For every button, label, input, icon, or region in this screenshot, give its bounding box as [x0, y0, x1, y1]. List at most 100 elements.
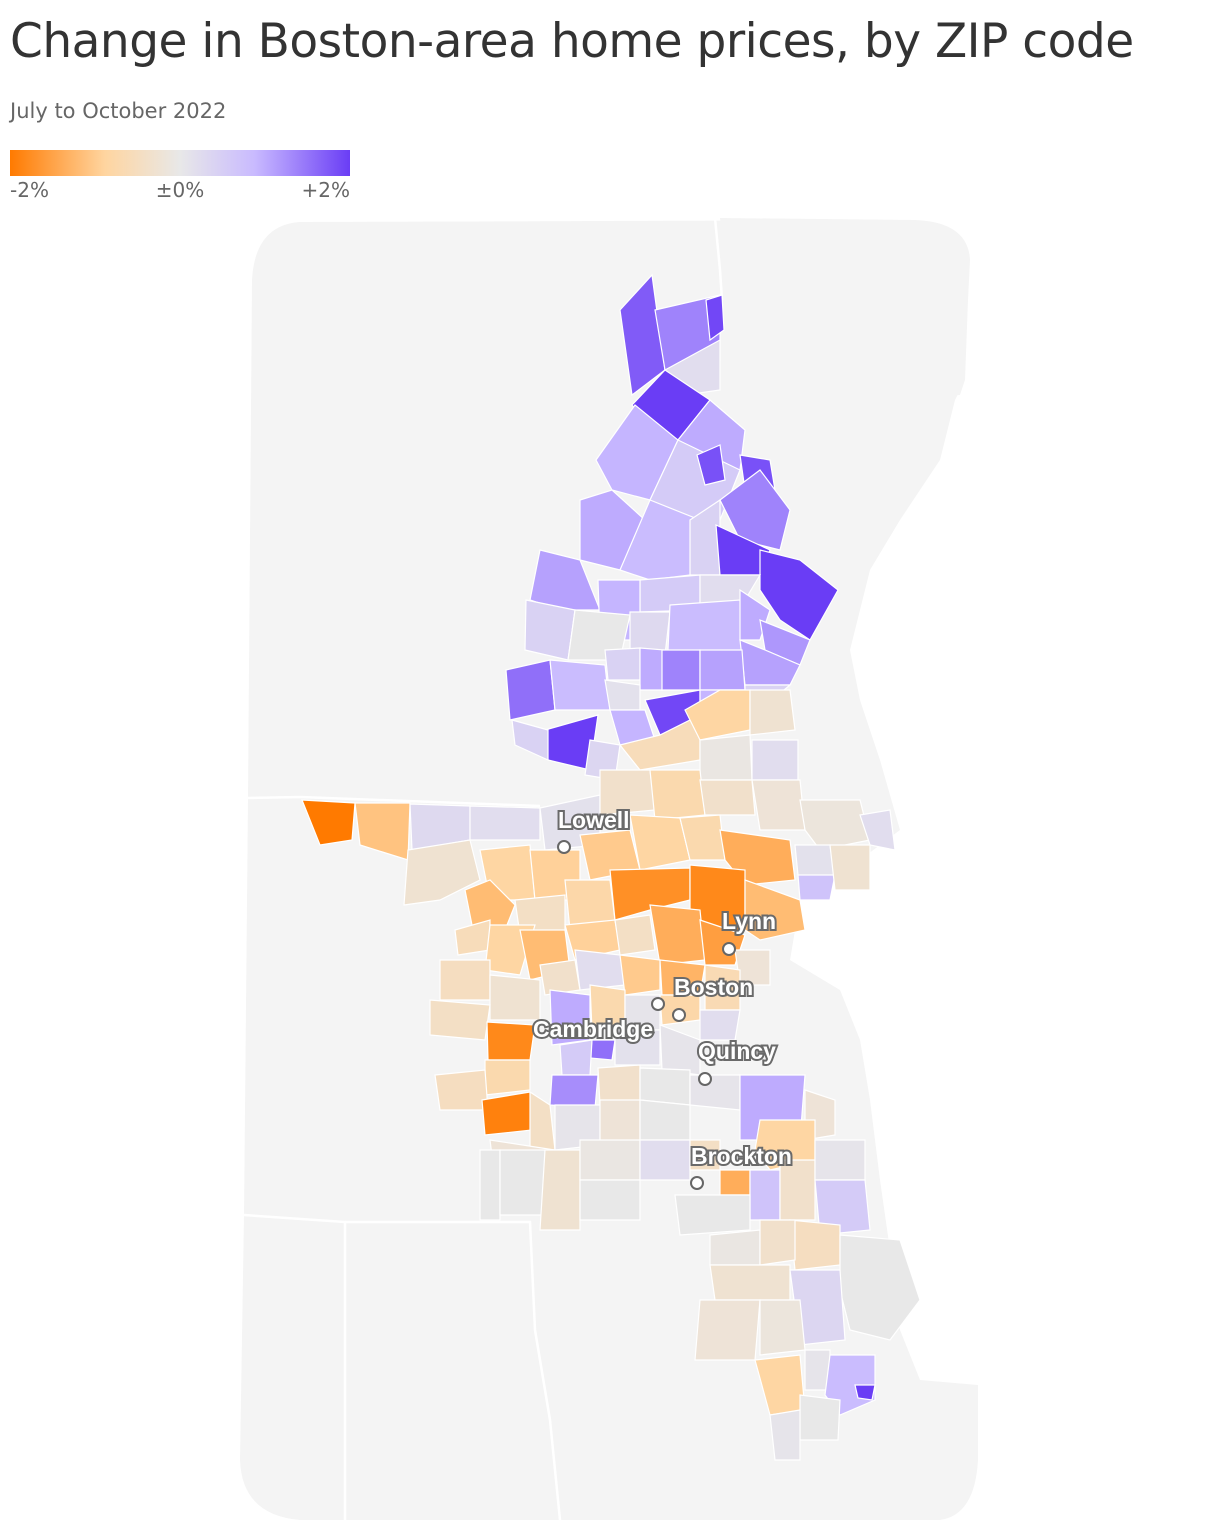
- zip-region: [749, 1169, 781, 1221]
- zip-region: [814, 1139, 866, 1181]
- zip-region: [854, 1384, 876, 1401]
- zip-region: [696, 444, 726, 486]
- zip-region: [759, 1219, 796, 1266]
- zip-region: [859, 809, 896, 851]
- city-markers: Lowell Lynn Boston Cambridge Quincy Broc…: [531, 805, 794, 1190]
- zip-region: [649, 769, 706, 821]
- zip-region: [751, 739, 799, 781]
- zip-regions: [301, 273, 921, 1461]
- zip-region: [699, 1009, 741, 1041]
- zip-region: [559, 1039, 593, 1076]
- zip-region: [549, 659, 611, 711]
- zip-region: [524, 599, 576, 661]
- state-border-line: [713, 217, 724, 301]
- zip-region: [479, 1149, 501, 1221]
- zip-region: [599, 1099, 641, 1146]
- zip-region: [511, 719, 549, 761]
- zip-region: [469, 805, 541, 841]
- zip-region: [403, 839, 481, 906]
- zip-region: [639, 1139, 691, 1181]
- zip-region: [705, 294, 725, 342]
- zip-region: [749, 689, 796, 736]
- city-label: Boston: [674, 974, 753, 1000]
- city-label: Brockton: [691, 1143, 792, 1169]
- zip-region: [719, 1169, 751, 1196]
- zip-region: [539, 959, 581, 996]
- city-dot: [698, 1072, 712, 1086]
- zip-region: [614, 914, 656, 956]
- city-brockton: Brockton: [689, 1141, 794, 1190]
- zip-region: [579, 1139, 641, 1181]
- legend-tick-zero: ±0%: [155, 178, 205, 202]
- zip-region: [597, 1064, 641, 1106]
- zip-region: [639, 1067, 691, 1106]
- zip-region: [759, 1299, 806, 1356]
- legend-gradient-bar: [10, 150, 350, 176]
- legend-tick-neg: -2%: [10, 178, 49, 202]
- city-lynn: Lynn: [720, 906, 778, 956]
- city-boston: Boston: [651, 972, 755, 1022]
- zip-region: [789, 1219, 841, 1271]
- zip-region: [814, 1179, 871, 1236]
- zip-region: [579, 1179, 641, 1221]
- zip-region: [839, 1234, 921, 1341]
- city-dot: [690, 1176, 704, 1190]
- zip-region: [619, 954, 661, 996]
- city-label: Lowell: [558, 807, 630, 833]
- zip-region: [429, 999, 491, 1041]
- zip-region: [699, 734, 753, 781]
- zip-region: [609, 867, 691, 921]
- zip-region: [699, 779, 756, 816]
- zip-region: [689, 1074, 741, 1111]
- zip-region: [699, 649, 746, 691]
- state-border-line: [247, 795, 541, 808]
- zip-choropleth-map: Lowell Lynn Boston Cambridge Quincy Broc…: [240, 217, 978, 1521]
- zip-region: [589, 1039, 616, 1061]
- zip-region: [499, 1149, 546, 1216]
- zip-region: [694, 1299, 761, 1361]
- city-cambridge: Cambridge: [531, 1014, 655, 1044]
- city-lowell: Lowell: [556, 805, 632, 854]
- zip-region: [505, 659, 556, 721]
- chart-subtitle: July to October 2022: [10, 99, 227, 123]
- zip-region: [574, 949, 626, 991]
- zip-region: [744, 879, 806, 941]
- zip-region: [709, 1264, 791, 1301]
- zip-region: [484, 1059, 531, 1096]
- color-legend: -2% ±0% +2%: [10, 150, 350, 206]
- zip-region: [614, 1029, 661, 1066]
- zip-region: [829, 844, 871, 891]
- zip-region: [719, 469, 791, 551]
- zip-region: [489, 974, 541, 1021]
- city-quincy: Quincy: [696, 1036, 778, 1086]
- zip-region: [799, 1394, 841, 1441]
- zip-region: [439, 959, 491, 1001]
- zip-region: [481, 1091, 533, 1136]
- zip-region: [604, 679, 641, 711]
- zip-region: [797, 874, 836, 901]
- city-dot: [651, 997, 665, 1011]
- city-dot: [722, 942, 736, 956]
- city-label: Quincy: [698, 1038, 776, 1064]
- zip-region: [301, 799, 356, 846]
- zip-region: [769, 1409, 801, 1461]
- zip-region: [709, 1229, 761, 1266]
- city-label: Cambridge: [533, 1016, 653, 1042]
- zip-region: [604, 647, 641, 681]
- zip-region: [639, 647, 666, 691]
- state-border-line: [345, 1220, 562, 1521]
- city-dot: [672, 1008, 686, 1022]
- zip-region: [434, 1069, 489, 1111]
- zip-region: [464, 879, 516, 931]
- zip-region: [661, 649, 701, 691]
- zip-region: [649, 904, 706, 966]
- chart-title: Change in Boston-area home prices, by ZI…: [10, 14, 1134, 69]
- zip-region: [639, 1099, 691, 1141]
- zip-region: [674, 1194, 751, 1236]
- zip-region: [486, 1021, 536, 1061]
- city-label: Lynn: [722, 908, 776, 934]
- zip-region: [549, 1074, 599, 1109]
- zip-region: [539, 1149, 581, 1231]
- zip-region: [751, 779, 806, 831]
- legend-tick-pos: +2%: [301, 178, 351, 202]
